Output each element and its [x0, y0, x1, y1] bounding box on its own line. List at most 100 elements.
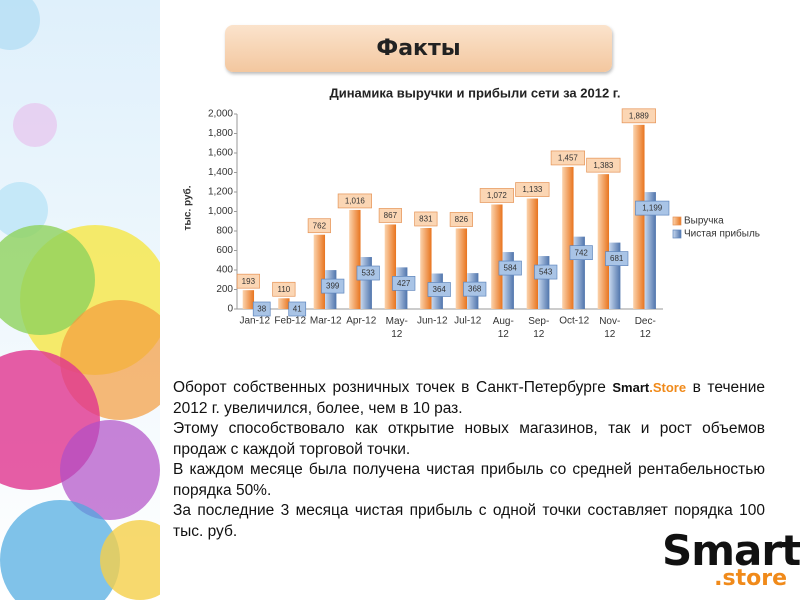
value-label: 110	[277, 285, 290, 294]
paragraph: За последние 3 месяца чистая прибыль с о…	[173, 501, 765, 542]
value-label: 533	[362, 269, 376, 278]
value-label-box	[635, 200, 670, 216]
chart: Динамика выручки и прибыли сети за 2012 …	[182, 85, 760, 340]
value-label-box	[449, 212, 473, 227]
value-label: 1,383	[593, 161, 614, 170]
x-tick-label: Aug-12	[493, 316, 514, 340]
x-tick-label: Nov-12	[599, 316, 620, 340]
text-run: В каждом месяце была получена чистая при…	[173, 461, 765, 499]
value-label: 1,457	[558, 154, 579, 163]
bar	[502, 252, 514, 309]
x-tick-label: Apr-12	[346, 316, 376, 327]
value-label: 38	[257, 305, 266, 314]
value-label: 368	[468, 285, 482, 294]
value-label-box	[392, 276, 416, 291]
bar	[313, 234, 326, 309]
value-label: 867	[384, 211, 398, 220]
text-run: Оборот собственных розничных точек в Сан…	[173, 379, 613, 396]
value-label-box	[272, 281, 296, 297]
value-label: 742	[575, 248, 589, 257]
bar	[278, 298, 290, 309]
text-run: .Store	[649, 380, 687, 395]
body-text: Оборот собственных розничных точек в Сан…	[173, 378, 765, 542]
bar	[633, 124, 645, 309]
y-tick-label: 1,800	[208, 128, 233, 139]
bar	[644, 192, 656, 309]
value-label-box	[307, 218, 331, 234]
y-tick-label: 600	[216, 245, 233, 256]
x-tick-label: Feb-12	[274, 316, 306, 327]
y-axis-label: тыс. руб.	[182, 185, 194, 230]
text-run: в течение 2012 г. увеличился, более, чем…	[173, 379, 765, 417]
x-tick-label: May-12	[386, 316, 408, 340]
paragraph: Оборот собственных розничных точек в Сан…	[173, 378, 765, 419]
legend-swatch	[672, 216, 682, 226]
value-label-box	[479, 188, 514, 203]
value-label-box	[586, 157, 621, 173]
value-label-box	[463, 281, 487, 297]
value-label-box	[605, 251, 629, 266]
bar	[609, 242, 621, 309]
y-tick-label: 1,600	[208, 148, 233, 159]
paragraph: В каждом месяце была получена чистая при…	[173, 460, 765, 501]
y-tick-label: 200	[216, 284, 233, 295]
bar	[573, 236, 585, 309]
y-tick-label: 800	[216, 226, 233, 237]
value-label: 826	[455, 215, 469, 224]
value-label: 1,016	[345, 197, 366, 206]
value-label-box	[534, 264, 558, 280]
x-tick-label: Jun-12	[417, 316, 448, 327]
value-label-box	[321, 278, 345, 294]
value-label: 762	[313, 221, 327, 230]
value-label-box	[498, 260, 522, 276]
bar	[562, 166, 574, 309]
value-label: 427	[397, 279, 411, 288]
value-label: 193	[242, 277, 256, 286]
x-tick-label: Jul-12	[454, 316, 482, 327]
bar	[597, 174, 610, 309]
logo: Smart .store	[662, 530, 800, 590]
value-label-box	[378, 208, 402, 223]
bar	[420, 227, 432, 309]
chart-title: Динамика выручки и прибыли сети за 2012 …	[329, 85, 620, 100]
value-label-box	[550, 150, 585, 166]
value-label-box	[515, 182, 550, 197]
value-label-box	[356, 265, 380, 281]
y-tick-label: 400	[216, 265, 233, 276]
legend-swatch	[672, 229, 682, 239]
value-label: 399	[326, 282, 340, 291]
value-label-box	[236, 273, 260, 289]
bar	[349, 209, 361, 309]
bar	[491, 204, 503, 309]
value-label: 1,072	[487, 191, 508, 200]
value-label-box	[427, 282, 451, 297]
bar	[455, 228, 468, 309]
text-run: Smart	[612, 380, 650, 395]
value-label: 1,199	[642, 204, 663, 213]
value-label-box	[621, 108, 656, 124]
value-label-box	[569, 245, 593, 261]
logo-main: Smart	[662, 526, 800, 575]
y-tick-label: 1,000	[208, 206, 233, 217]
bar	[526, 198, 539, 309]
value-label: 1,133	[522, 185, 543, 194]
value-label-box	[288, 301, 307, 317]
y-tick-label: 0	[227, 304, 233, 315]
value-label: 584	[504, 264, 518, 273]
x-tick-label: Oct-12	[559, 316, 589, 327]
value-label: 681	[610, 254, 624, 263]
bar	[538, 256, 550, 309]
bar	[384, 224, 397, 309]
x-tick-label: Mar-12	[310, 316, 342, 327]
value-label-box	[252, 301, 271, 317]
value-label: 41	[293, 305, 302, 314]
x-tick-label: Jan-12	[239, 316, 270, 327]
value-label: 543	[539, 268, 553, 277]
value-label: 364	[433, 285, 447, 294]
paragraph: Этому способствовало как открытие новых …	[173, 419, 765, 460]
value-label: 831	[419, 215, 433, 224]
value-label: 1,889	[629, 111, 650, 120]
x-tick-label: Dec-12	[635, 316, 656, 340]
header-title: Факты	[225, 25, 612, 72]
